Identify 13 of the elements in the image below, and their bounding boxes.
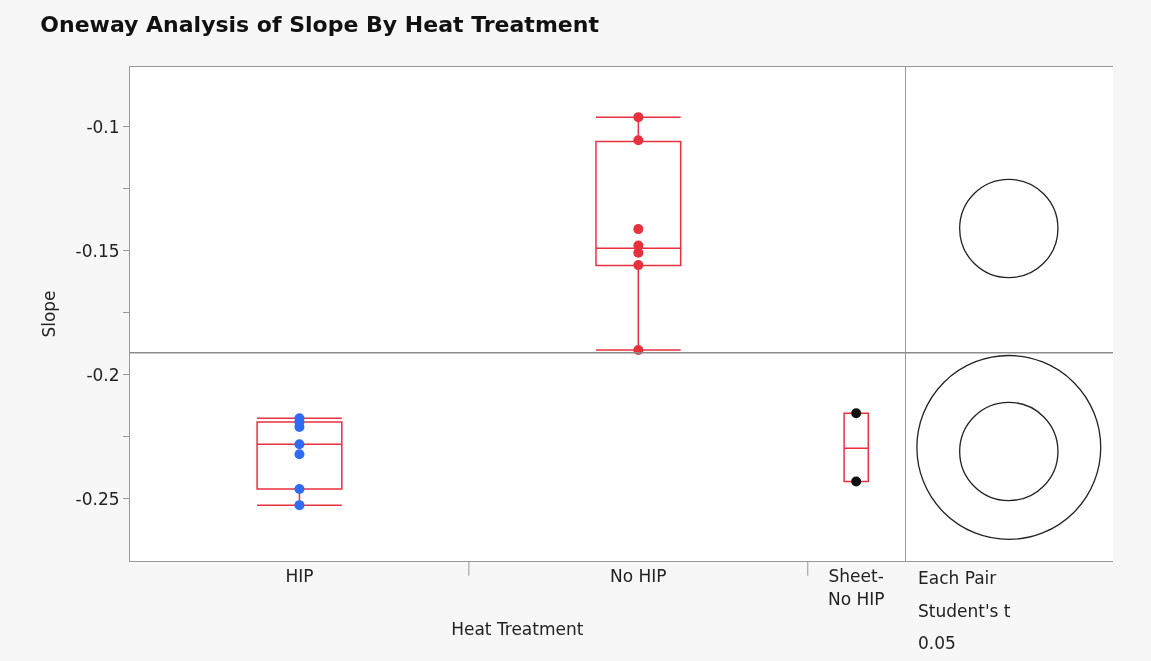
chart-title: Oneway Analysis of Slope By Heat Treatment — [40, 11, 600, 37]
x-tick-label: HIP — [285, 566, 314, 587]
text: Each Pair — [918, 568, 997, 588]
text: 0.05 — [918, 633, 956, 653]
y-tick-label: -0.25 — [75, 488, 120, 509]
x-tick-label: Sheet- No HIP — [827, 566, 885, 609]
x-axis-title: Heat Treatment — [451, 618, 584, 639]
x-tick-label: No HIP — [610, 566, 667, 587]
y-tick-label: -0.1 — [86, 116, 120, 137]
y-tick-label: -0.2 — [86, 364, 120, 385]
y-tick-label: -0.15 — [75, 240, 120, 261]
text: Student's t — [918, 601, 1011, 621]
y-axis-title: Slope — [39, 290, 60, 338]
